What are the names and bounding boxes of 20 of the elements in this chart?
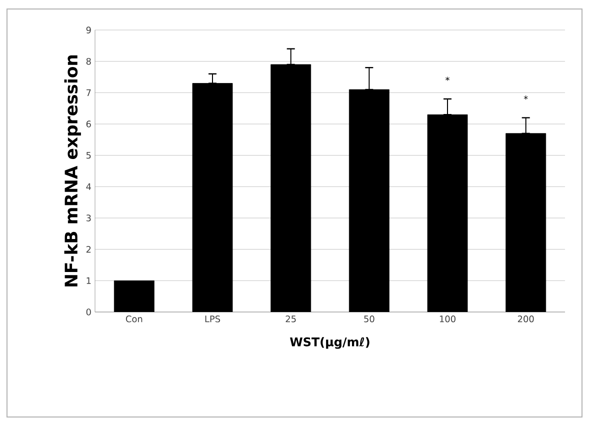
y-tick-label: 0 — [86, 308, 91, 316]
x-tick-label: 200 — [518, 316, 534, 322]
y-tick-label: 6 — [86, 120, 91, 128]
x-tick-label: Con — [126, 316, 142, 322]
x-tick-label: 100 — [440, 316, 456, 322]
y-axis-title: NF-kB mRNA expression — [64, 55, 81, 286]
y-tick-label: 8 — [86, 58, 91, 65]
y-tick-label: 5 — [86, 152, 91, 159]
annotation: * — [446, 76, 450, 81]
y-tick-label: 2 — [86, 246, 91, 253]
annotation: * — [524, 96, 528, 100]
y-tick-label: 4 — [86, 183, 91, 190]
x-tick-label: 25 — [286, 316, 296, 322]
y-tick-label: 3 — [86, 214, 91, 222]
y-tick-label: 9 — [86, 26, 91, 34]
x-tick-label: 50 — [364, 316, 374, 322]
y-tick-label: 1 — [86, 277, 91, 284]
y-tick-label: 7 — [86, 89, 91, 96]
x-tick-label: LPS — [205, 316, 220, 322]
x-axis-title: WST(μg/mℓ) — [290, 337, 370, 349]
